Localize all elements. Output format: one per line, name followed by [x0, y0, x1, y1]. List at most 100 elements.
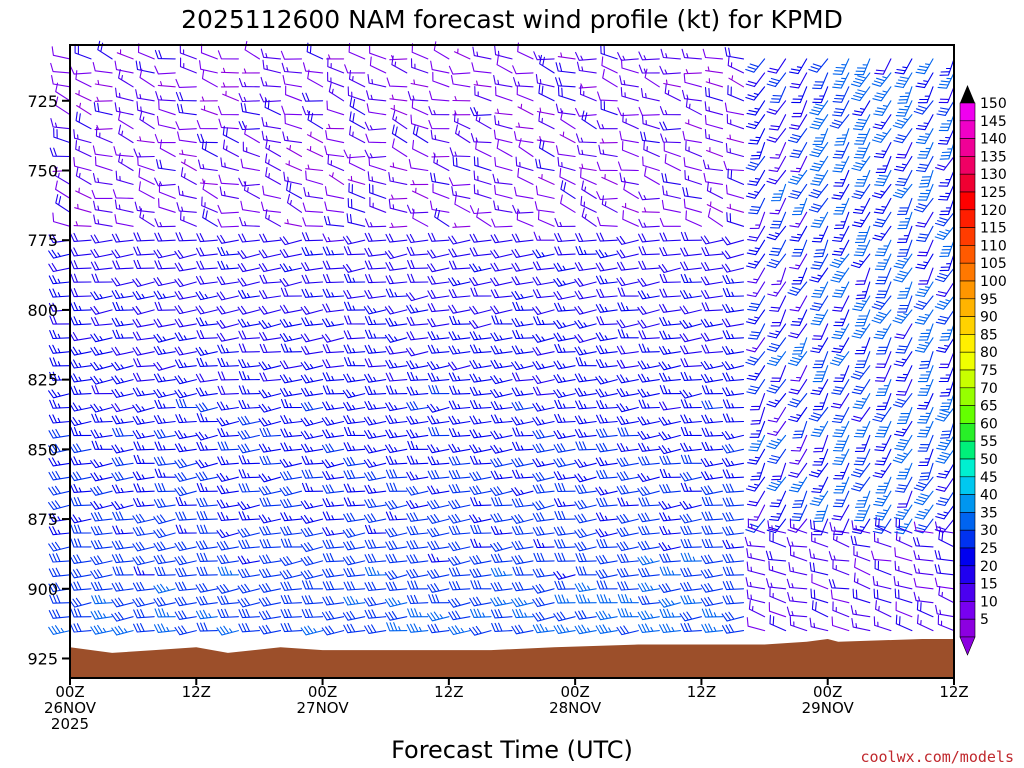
- wind-barb: [616, 527, 639, 537]
- wind-barb: [638, 456, 660, 466]
- wind-barb: [747, 169, 766, 186]
- wind-barb: [427, 569, 450, 579]
- wind-barb: [917, 406, 934, 424]
- wind-barb: [745, 351, 766, 366]
- wind-barb: [174, 389, 197, 399]
- wind-barb: [791, 239, 808, 257]
- wind-barb: [469, 344, 492, 354]
- wind-barb: [153, 541, 176, 552]
- wind-barb: [850, 72, 871, 88]
- wind-barb: [154, 301, 176, 311]
- wind-barb: [216, 485, 239, 495]
- wind-barb: [833, 309, 850, 327]
- wind-barb: [833, 211, 850, 230]
- wind-barb: [323, 215, 345, 227]
- wind-barb: [70, 288, 92, 298]
- wind-barb: [852, 295, 871, 312]
- wind-barb: [406, 429, 429, 439]
- wind-barb: [118, 110, 134, 130]
- wind-barb: [153, 528, 176, 539]
- wind-barb: [595, 554, 618, 565]
- wind-barb: [301, 288, 324, 298]
- wind-barb: [746, 379, 766, 395]
- wind-barb: [809, 617, 829, 632]
- wind-barb: [560, 194, 576, 213]
- wind-barb: [259, 525, 282, 536]
- wind-barb: [90, 361, 113, 371]
- wind-barb: [343, 456, 366, 467]
- wind-barb: [112, 525, 134, 535]
- wind-barb: [301, 482, 324, 492]
- colorbar-swatch: [959, 138, 976, 157]
- wind-barb: [174, 375, 197, 385]
- wind-barb: [788, 462, 808, 478]
- wind-barb: [616, 235, 639, 245]
- wind-barb: [238, 78, 260, 88]
- wind-barb: [237, 568, 260, 579]
- wind-barb: [511, 554, 534, 565]
- wind-barb: [364, 274, 387, 284]
- colorbar-label: 80: [980, 345, 998, 361]
- wind-barb: [115, 87, 134, 102]
- colorbar-swatch: [959, 583, 976, 602]
- colorbar-swatch: [959, 120, 976, 139]
- wind-barb: [706, 201, 724, 213]
- wind-barb: [180, 210, 197, 227]
- wind-barb: [238, 623, 260, 633]
- wind-barb: [596, 161, 618, 172]
- wind-barb: [682, 130, 702, 144]
- wind-barb: [259, 427, 282, 438]
- wind-barb: [726, 134, 745, 144]
- wind-barb: [812, 72, 829, 90]
- wind-barb: [892, 114, 913, 129]
- x-tick-label: 00Z: [55, 683, 84, 701]
- wind-barb: [872, 575, 892, 590]
- wind-barb: [748, 197, 766, 215]
- wind-barb: [578, 163, 597, 172]
- wind-barb: [305, 164, 324, 172]
- wind-barb: [111, 597, 134, 608]
- wind-barb: [700, 568, 724, 579]
- wind-barb: [385, 414, 408, 425]
- wind-barb: [701, 538, 724, 549]
- wind-barb: [175, 399, 197, 409]
- wind-barb: [875, 600, 892, 618]
- wind-barb: [427, 469, 450, 480]
- wind-barb: [196, 524, 218, 534]
- wind-barb: [258, 583, 282, 593]
- wind-barb: [619, 130, 639, 144]
- wind-barb: [850, 365, 871, 380]
- wind-barb: [322, 568, 345, 578]
- wind-barb: [174, 305, 197, 315]
- wind-barb: [448, 235, 471, 245]
- wind-barb: [679, 333, 702, 343]
- wind-barb: [174, 443, 197, 453]
- wind-barb: [406, 233, 429, 244]
- wind-barb: [91, 413, 113, 423]
- wind-barb: [322, 344, 345, 354]
- wind-barb: [767, 420, 787, 436]
- wind-barb: [69, 417, 92, 427]
- wind-barb: [301, 345, 324, 355]
- wind-barb: [747, 295, 766, 312]
- wind-barb: [704, 128, 724, 144]
- wind-barb: [133, 246, 155, 256]
- wind-barb: [427, 583, 450, 593]
- wind-barb: [832, 295, 850, 312]
- colorbar-swatch: [959, 369, 976, 389]
- wind-barb: [176, 202, 197, 213]
- wind-barb: [616, 374, 639, 384]
- wind-barb: [322, 484, 345, 494]
- wind-barb: [769, 504, 787, 521]
- wind-barb: [469, 429, 492, 439]
- wind-barb: [532, 484, 555, 494]
- wind-barb: [259, 274, 282, 284]
- wind-barb: [659, 232, 681, 242]
- wind-barb: [111, 317, 134, 327]
- wind-barb: [897, 239, 913, 257]
- wind-barb: [872, 225, 892, 241]
- wind-barb: [854, 169, 871, 187]
- wind-barb: [491, 315, 513, 325]
- wind-barb: [553, 332, 576, 342]
- wind-barb: [895, 530, 913, 548]
